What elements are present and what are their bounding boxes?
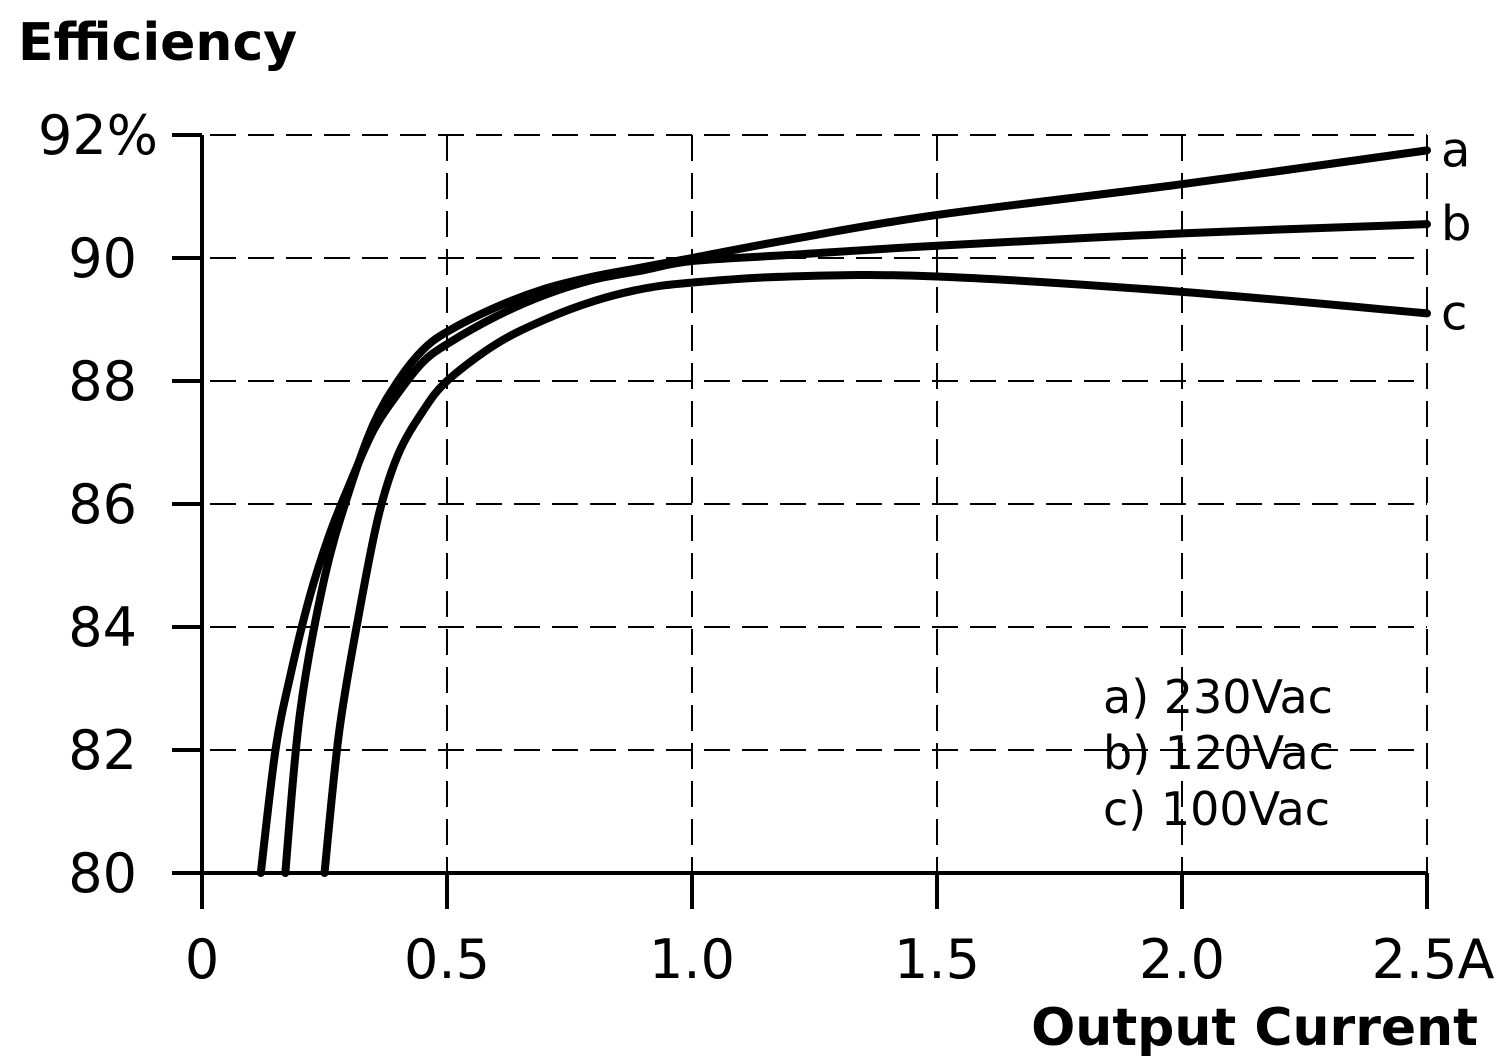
series-line-b [256, 220, 1431, 877]
x-tick-label: 0.5 [404, 928, 490, 991]
y-tick-label: 84 [68, 596, 137, 659]
x-tick-label: 1.0 [649, 928, 735, 991]
legend-item: b) 120Vac [1103, 726, 1334, 780]
series-line-c [320, 271, 1431, 877]
y-tick-label: 90 [68, 227, 137, 290]
series-tag-a: a [1441, 122, 1470, 178]
y-tick-label: 88 [68, 350, 137, 413]
legend-item: c) 100Vac [1103, 782, 1330, 836]
series-tag-c: c [1441, 285, 1467, 341]
x-tick-label: 2.0 [1139, 928, 1225, 991]
series-lines [256, 146, 1431, 877]
y-axis-title: Efficiency [18, 13, 297, 73]
series-tags: abc [1441, 122, 1471, 341]
y-tick-label: 92% [38, 104, 158, 167]
x-tick-label: 1.5 [894, 928, 980, 991]
x-tick-label: 0 [185, 928, 219, 991]
x-axis-title: Output Current [1031, 998, 1478, 1058]
legend-item: a) 230Vac [1103, 670, 1333, 724]
y-tick-label: 80 [68, 842, 137, 905]
x-tick-label: 2.5A [1372, 928, 1495, 991]
y-tick-label: 82 [68, 719, 137, 782]
series-tag-b: b [1441, 196, 1471, 252]
series-line-a [281, 146, 1431, 877]
tick-labels: 80 82 84 86 88 90 92% 0 0.5 1.0 1.5 2.0 2.5A [38, 104, 1494, 991]
axes [172, 133, 1429, 909]
y-tick-label: 86 [68, 473, 137, 536]
